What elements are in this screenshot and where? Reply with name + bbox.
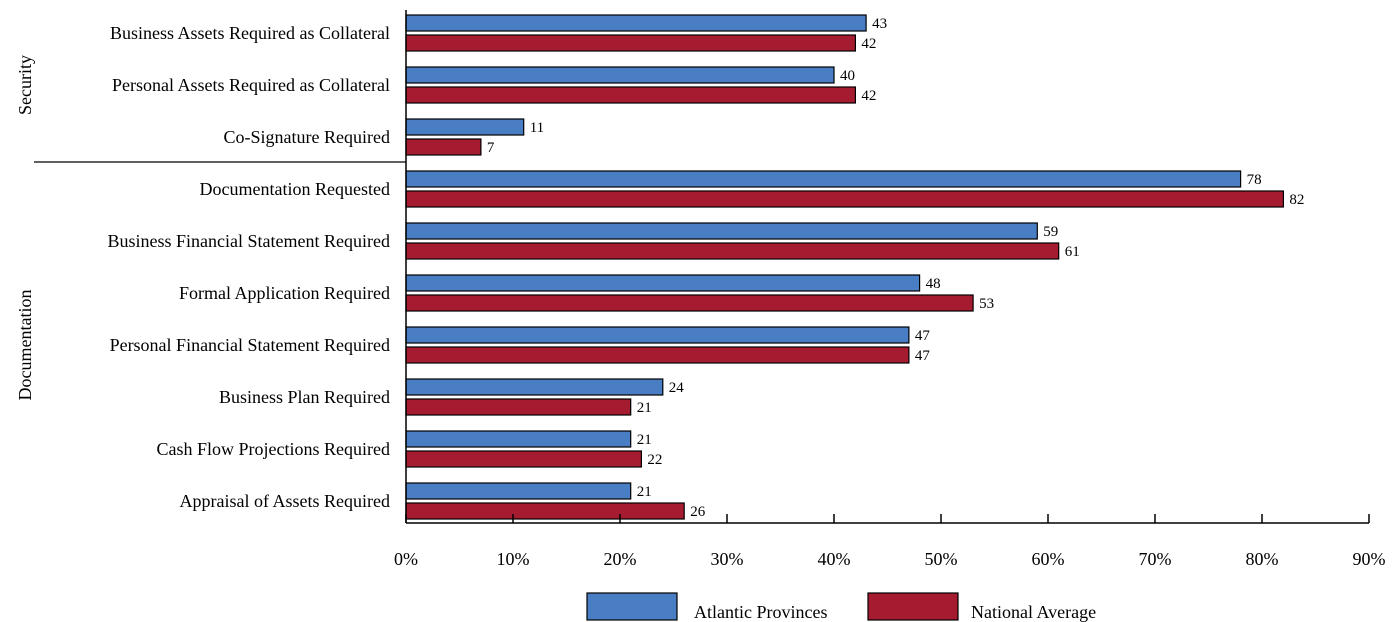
bar-national-7 [405,398,632,416]
value-label: 42 [861,36,876,52]
x-axis: 0% 10% 20% 30% 40% 50% 60% 70% 80% 90% [394,10,1386,569]
bar-national-2 [405,138,482,156]
bar-atlantic-1 [405,66,835,84]
value-label: 21 [637,400,652,416]
bar-national-5 [405,294,974,312]
bar-atlantic-6 [405,326,910,344]
x-tick-label: 30% [711,549,744,569]
value-label: 61 [1065,244,1080,260]
x-tick-label: 80% [1246,549,1279,569]
x-tick-label: 50% [925,549,958,569]
x-tick-label: 40% [818,549,851,569]
category-label: Documentation Requested [200,179,390,199]
bar-atlantic-9 [405,482,632,500]
x-tick-label: 10% [497,549,530,569]
category-label: Business Plan Required [219,387,390,407]
x-tick-label: 90% [1353,549,1386,569]
bar-atlantic-3 [405,170,1242,188]
value-label: 11 [530,120,544,136]
bar-atlantic-2 [405,118,525,136]
category-labels: Business Assets Required as Collateral Pe… [108,23,390,511]
bar-national-0 [405,34,856,52]
bar-atlantic-7 [405,378,664,396]
bar-national-4 [405,242,1060,260]
x-tick-label: 0% [394,549,418,569]
category-label: Business Financial Statement Required [108,231,390,251]
legend-label-atlantic: Atlantic Provinces [694,602,827,622]
x-tick-label: 60% [1032,549,1065,569]
category-label: Personal Financial Statement Required [110,335,390,355]
legend-swatch-atlantic [586,592,678,621]
value-label: 7 [487,140,495,156]
bar-national-9 [405,502,685,520]
group-label-documentation: Documentation [15,290,35,401]
category-label: Appraisal of Assets Required [180,491,390,511]
value-label: 53 [979,296,994,312]
group-label-security: Security [15,55,35,115]
bar-atlantic-4 [405,222,1038,240]
x-tick-label: 20% [604,549,637,569]
bar-atlantic-8 [405,430,632,448]
group-labels: Security Documentation [15,55,406,400]
value-label: 78 [1247,172,1262,188]
bar-atlantic-0 [405,14,867,32]
value-label: 24 [669,380,685,396]
category-label: Business Assets Required as Collateral [110,23,390,43]
legend-label-national: National Average [971,602,1096,622]
bar-national-6 [405,346,910,364]
value-labels: 43 42 40 42 11 7 78 82 59 61 48 53 47 47 24 21 21 22 21 26 [487,16,1305,520]
value-label: 22 [647,452,662,468]
value-label: 47 [915,348,931,364]
bar-national-8 [405,450,642,468]
category-label: Co-Signature Required [224,127,390,147]
value-label: 48 [926,276,941,292]
value-label: 40 [840,68,855,84]
category-label: Personal Assets Required as Collateral [112,75,390,95]
category-label: Cash Flow Projections Required [157,439,390,459]
value-label: 26 [690,504,706,520]
legend-swatch-national [867,592,959,621]
bar-atlantic-5 [405,274,921,292]
bars-layer [405,14,1285,520]
value-label: 82 [1289,192,1304,208]
category-label: Formal Application Required [179,283,390,303]
value-label: 21 [637,484,652,500]
value-label: 47 [915,328,931,344]
value-label: 59 [1043,224,1058,240]
bar-national-3 [405,190,1285,208]
value-label: 42 [861,88,876,104]
value-label: 43 [872,16,887,32]
x-tick-label: 70% [1139,549,1172,569]
bar-national-1 [405,86,856,104]
value-label: 21 [637,432,652,448]
legend: Atlantic Provinces National Average [586,592,1096,622]
